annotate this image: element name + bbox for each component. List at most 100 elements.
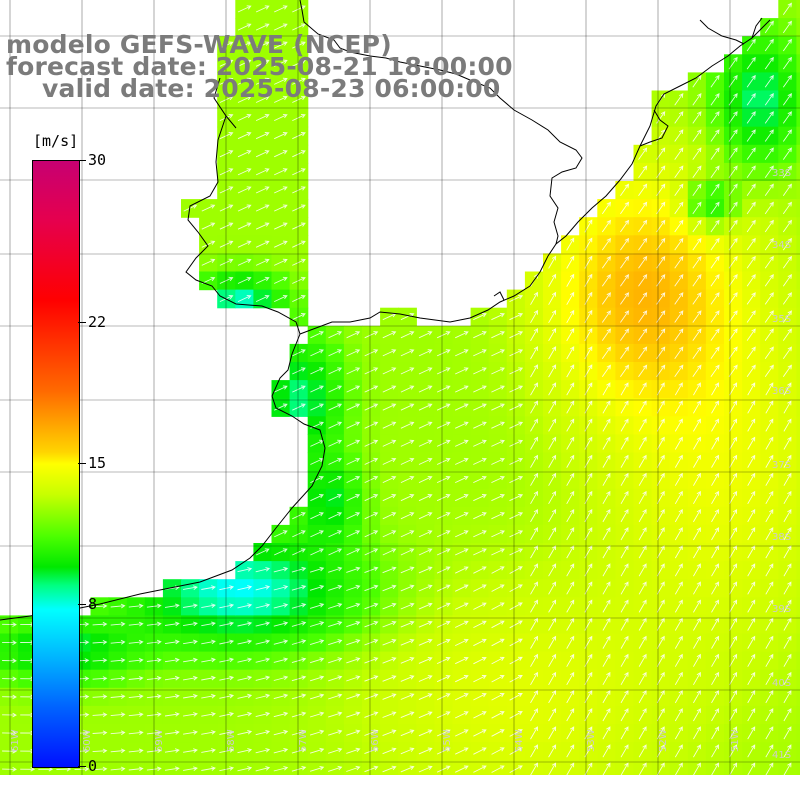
wind-arrow	[530, 454, 538, 468]
wind-cell	[796, 452, 800, 472]
wind-arrow	[491, 331, 505, 339]
wind-cell	[796, 687, 800, 707]
wind-arrow	[418, 638, 433, 646]
wind-arrow	[436, 765, 451, 773]
wind-arrow	[601, 219, 611, 233]
wind-arrow	[566, 400, 575, 414]
wind-arrow	[566, 364, 575, 378]
wind-arrow	[620, 508, 629, 523]
wind-arrow	[656, 653, 665, 667]
wind-cell	[796, 724, 800, 743]
wind-arrow	[382, 403, 397, 411]
wind-arrow	[764, 111, 774, 124]
wind-arrow	[782, 237, 792, 251]
wind-arrow	[620, 418, 629, 432]
latitude-label: 38S	[772, 532, 791, 543]
wind-arrow	[530, 327, 538, 342]
wind-arrow	[364, 729, 379, 736]
wind-arrow	[674, 111, 684, 124]
wind-arrow	[764, 255, 774, 269]
wind-arrow	[309, 603, 325, 609]
wind-arrow	[765, 400, 774, 414]
wind-arrow	[2, 622, 17, 627]
wind-arrow	[548, 327, 557, 342]
wind-arrow	[620, 328, 630, 341]
wind-arrow	[400, 512, 415, 520]
wind-arrow	[638, 364, 648, 378]
wind-arrow	[164, 712, 180, 717]
wind-arrow	[436, 475, 451, 484]
wind-arrow	[382, 530, 397, 538]
wind-arrow	[530, 581, 538, 595]
wind-arrow	[509, 638, 523, 647]
wind-arrow	[765, 418, 774, 432]
wind-arrow	[765, 671, 774, 686]
wind-cell	[108, 760, 128, 775]
wind-arrow	[530, 527, 538, 541]
wind-arrow	[291, 657, 307, 664]
wind-arrow	[674, 400, 683, 414]
wind-arrow	[783, 418, 792, 432]
wind-arrow	[674, 671, 683, 686]
wind-arrow	[418, 439, 433, 447]
wind-arrow	[255, 77, 270, 85]
wind-arrow	[693, 527, 701, 541]
wind-arrow	[783, 472, 792, 486]
wind-arrow	[346, 765, 361, 772]
wind-arrow	[548, 653, 557, 667]
wind-arrow	[274, 41, 288, 49]
wind-arrow	[566, 635, 575, 649]
wind-arrow	[201, 766, 216, 771]
wind-arrow	[693, 599, 701, 613]
wind-arrow	[255, 729, 271, 736]
wind-arrow	[292, 186, 306, 194]
wind-arrow	[382, 385, 397, 393]
wind-arrow	[473, 620, 487, 629]
wind-arrow	[656, 689, 665, 704]
wind-arrow	[237, 132, 252, 140]
wind-cell	[796, 760, 800, 775]
lat-lon-grid: 61W 60W 59W 58W 57W 56W 55W 54W 53W 52W 51W 33S 34S 3…	[0, 0, 800, 775]
wind-arrow	[2, 676, 17, 682]
wind-arrow	[255, 168, 270, 176]
wind-arrow	[201, 657, 216, 663]
wind-arrow	[400, 439, 415, 447]
wind-arrow	[364, 657, 379, 664]
wind-arrow	[491, 566, 505, 574]
wind-arrow	[128, 694, 144, 699]
wind-arrow	[620, 292, 630, 305]
wind-arrow	[328, 367, 343, 375]
wind-arrow	[746, 274, 756, 287]
wind-arrow	[418, 584, 433, 592]
wind-arrow	[92, 621, 108, 627]
wind-arrow	[509, 711, 523, 719]
wind-arrow	[292, 132, 306, 140]
wind-cell	[669, 760, 689, 775]
wind-arrow	[455, 331, 469, 339]
wind-arrow	[729, 490, 738, 505]
wind-cell	[488, 760, 508, 775]
wind-arrow	[674, 635, 683, 649]
wind-arrow	[328, 584, 343, 591]
wind-arrow	[782, 364, 792, 378]
wind-arrow	[473, 349, 487, 357]
wind-arrow	[656, 581, 665, 595]
wind-arrow	[692, 328, 702, 341]
wind-arrow	[764, 165, 774, 178]
wind-arrow	[711, 490, 719, 505]
wind-arrow	[364, 494, 379, 502]
wind-arrow	[674, 454, 683, 468]
wind-arrow	[328, 385, 343, 393]
wind-arrow	[638, 671, 647, 686]
wind-arrow	[310, 403, 324, 411]
wind-arrow	[530, 599, 538, 613]
wind-arrow	[473, 747, 487, 755]
wind-arrow	[364, 331, 379, 339]
wind-arrow	[346, 566, 361, 573]
wind-cell	[796, 615, 800, 635]
wind-arrow	[382, 421, 397, 429]
wind-arrow	[746, 364, 756, 378]
wind-arrow	[728, 111, 738, 124]
wind-arrow	[530, 617, 538, 631]
wind-arrow	[164, 693, 180, 699]
